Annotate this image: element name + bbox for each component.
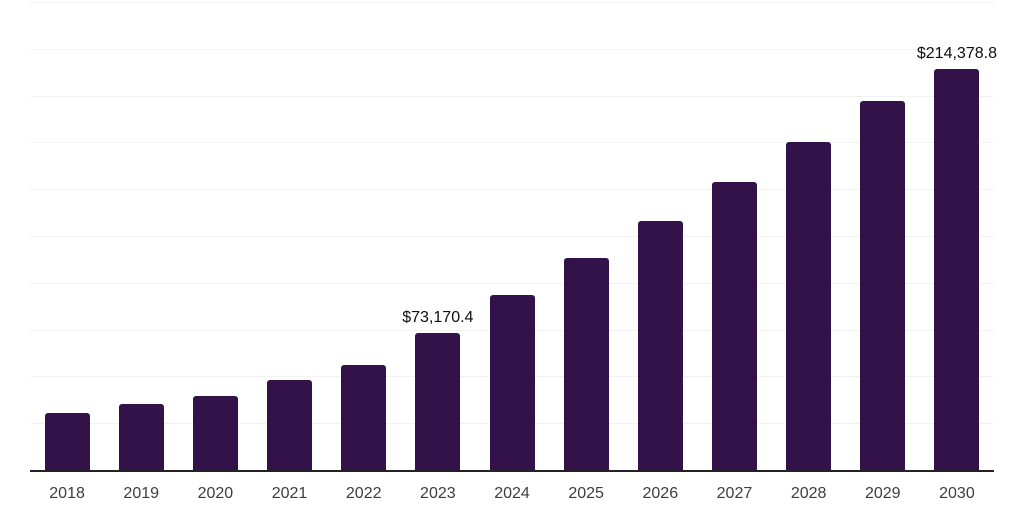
bar-2026 bbox=[637, 221, 683, 470]
gridline bbox=[30, 189, 994, 191]
x-tick-label-2025: 2025 bbox=[568, 485, 604, 502]
x-tick-label-2029: 2029 bbox=[864, 485, 901, 502]
x-axis-line bbox=[30, 470, 994, 472]
bar-2023 bbox=[415, 333, 461, 470]
gridline bbox=[30, 142, 994, 144]
bar-2027 bbox=[711, 181, 757, 470]
gridline bbox=[30, 95, 994, 97]
x-tick-label-2019: 2019 bbox=[123, 485, 160, 502]
bar-2025 bbox=[563, 257, 609, 470]
bar-2022 bbox=[341, 364, 387, 470]
bar-2030 bbox=[934, 68, 980, 470]
bar-2029 bbox=[860, 101, 906, 470]
x-tick-label-2018: 2018 bbox=[49, 485, 85, 502]
gridline bbox=[30, 236, 994, 237]
bar-2024 bbox=[489, 294, 535, 470]
bar-2028 bbox=[786, 142, 832, 470]
x-tick-label-2020: 2020 bbox=[197, 485, 234, 502]
x-tick-label-2021: 2021 bbox=[271, 485, 308, 502]
bar-2018 bbox=[44, 413, 90, 470]
x-tick-label-2023: 2023 bbox=[420, 485, 456, 502]
value-label-2023: $73,170.4 bbox=[402, 309, 474, 327]
gridline bbox=[30, 282, 994, 284]
x-tick-label-2024: 2024 bbox=[494, 485, 530, 502]
bar-2021 bbox=[267, 379, 313, 470]
x-tick-label-2027: 2027 bbox=[716, 485, 753, 502]
gridline bbox=[30, 48, 994, 50]
value-label-2030: $214,378.8 bbox=[916, 44, 997, 62]
x-tick-label-2030: 2030 bbox=[939, 485, 975, 502]
bar-2019 bbox=[118, 403, 164, 470]
x-tick-label-2028: 2028 bbox=[790, 485, 827, 502]
x-tick-label-2026: 2026 bbox=[642, 485, 679, 502]
gridline bbox=[30, 2, 994, 3]
bar-2020 bbox=[192, 395, 238, 470]
x-tick-label-2022: 2022 bbox=[345, 485, 382, 502]
